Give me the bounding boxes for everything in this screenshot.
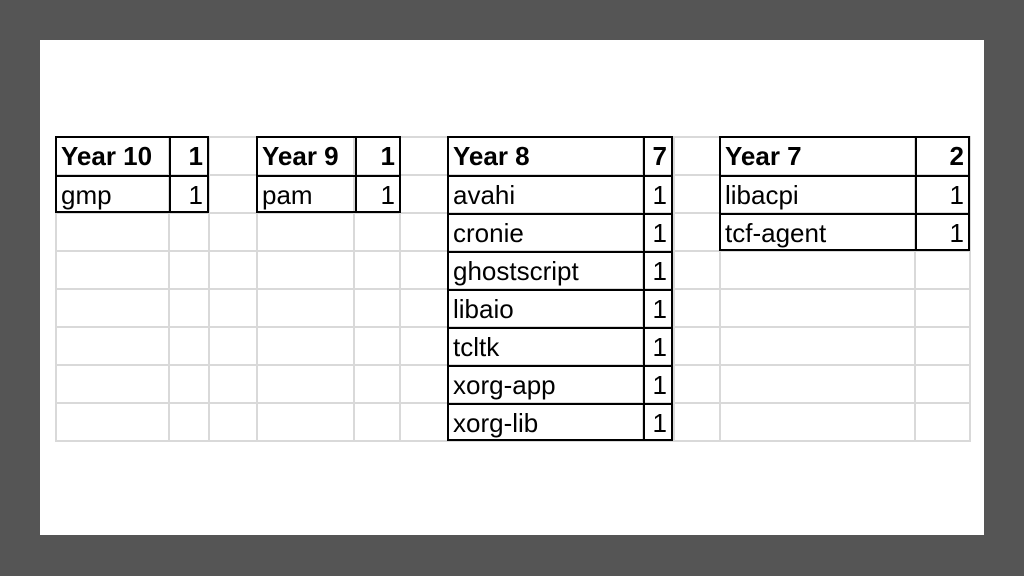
table-row: tcltk 1: [449, 327, 671, 365]
header-total: 1: [169, 138, 207, 175]
package-name: libacpi: [725, 179, 799, 210]
table-row: libaio 1: [449, 289, 671, 327]
table-year-7: Year 7 2 libacpi 1 tcf-agent 1: [719, 136, 970, 251]
package-count: 1: [643, 291, 671, 327]
package-count: 1: [169, 177, 207, 213]
table-row: ghostscript 1: [449, 251, 671, 289]
package-count: 1: [643, 177, 671, 213]
header-total: 2: [915, 138, 968, 175]
package-name: ghostscript: [453, 255, 579, 286]
package-name: gmp: [61, 179, 112, 210]
package-name: tcf-agent: [725, 217, 827, 248]
header-total: 7: [643, 138, 671, 175]
package-count: 1: [643, 405, 671, 441]
table-row: avahi 1: [449, 175, 671, 213]
table-header-row: Year 7 2: [721, 138, 968, 175]
table-header-row: Year 10 1: [57, 138, 207, 175]
package-count: 1: [355, 177, 399, 213]
table-row: cronie 1: [449, 213, 671, 251]
table-year-10: Year 10 1 gmp 1: [55, 136, 209, 213]
table-row: xorg-app 1: [449, 365, 671, 403]
package-name: cronie: [453, 217, 524, 248]
table-header-row: Year 9 1: [258, 138, 399, 175]
package-name: avahi: [453, 179, 516, 210]
package-count: 1: [915, 215, 968, 251]
package-name: xorg-lib: [453, 407, 539, 438]
table-row: gmp 1: [57, 175, 207, 213]
header-label: Year 9: [262, 141, 339, 171]
package-count: 1: [643, 215, 671, 251]
gridline-horizontal: [55, 440, 971, 442]
table-year-9: Year 9 1 pam 1: [256, 136, 401, 213]
header-total: 1: [355, 138, 399, 175]
package-count: 1: [915, 177, 968, 213]
package-name: tcltk: [453, 331, 500, 362]
table-row: libacpi 1: [721, 175, 968, 213]
table-row: tcf-agent 1: [721, 213, 968, 251]
package-count: 1: [643, 367, 671, 403]
package-name: pam: [262, 179, 313, 210]
header-label: Year 8: [453, 141, 530, 171]
package-count: 1: [643, 329, 671, 365]
package-name: xorg-app: [453, 369, 556, 400]
table-row: xorg-lib 1: [449, 403, 671, 441]
package-name: libaio: [453, 293, 514, 324]
package-count: 1: [643, 253, 671, 289]
table-header-row: Year 8 7: [449, 138, 671, 175]
table-row: pam 1: [258, 175, 399, 213]
header-label: Year 10: [61, 141, 153, 171]
slide: Year 10 1 gmp 1 Year 9 1 pam 1 Year 8 7 …: [40, 40, 984, 535]
table-year-8: Year 8 7 avahi 1 cronie 1 ghostscript 1 …: [447, 136, 673, 441]
header-label: Year 7: [725, 141, 802, 171]
